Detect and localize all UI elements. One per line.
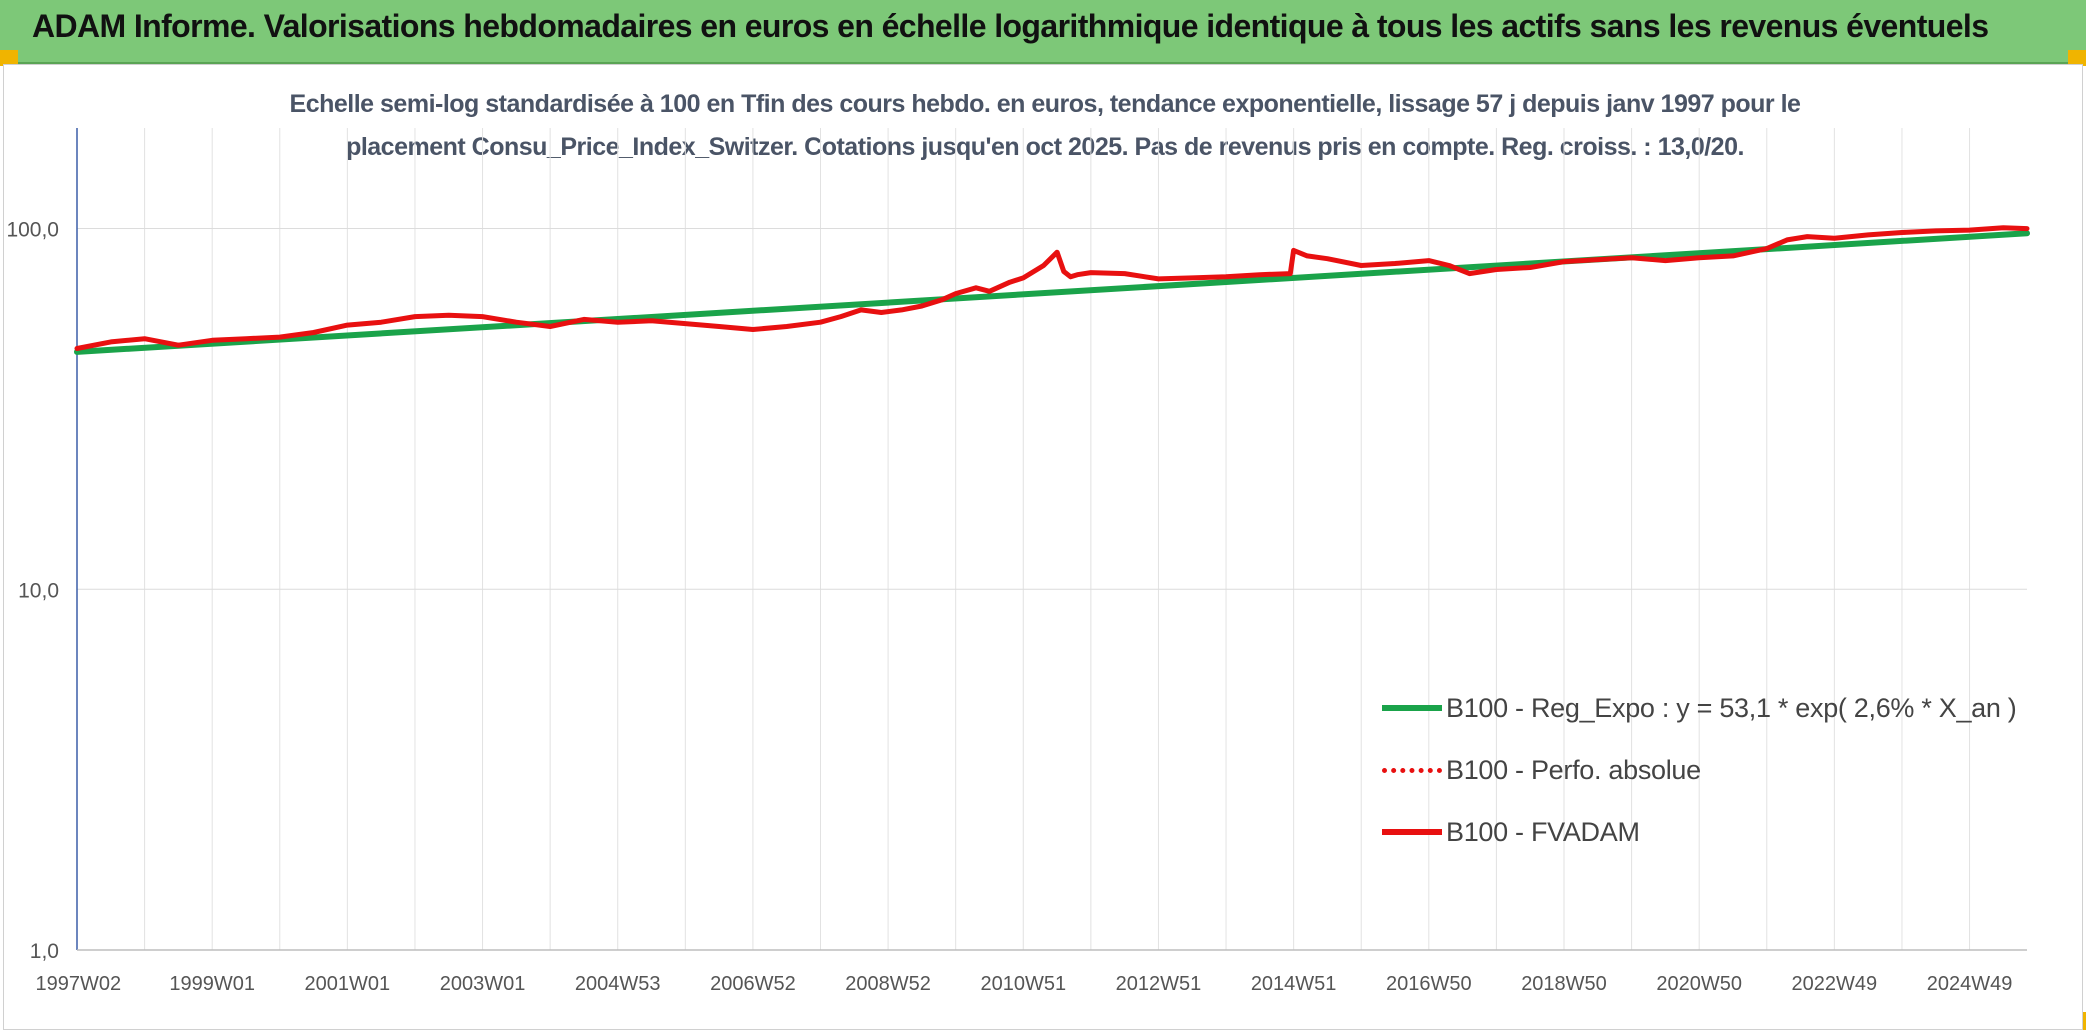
legend-label-perfo: B100 - Perfo. absolue [1446, 754, 1701, 785]
y-tick-label: 10,0 [18, 579, 59, 602]
x-tick-label: 2016W50 [1386, 973, 1472, 995]
x-tick-label: 2001W01 [305, 973, 391, 995]
report-title: ADAM Informe. Valorisations hebdomadaire… [32, 8, 1989, 44]
x-tick-label: 2003W01 [440, 973, 526, 995]
x-tick-label: 2018W50 [1521, 973, 1607, 995]
x-tick-labels: 1997W02 1999W01 2001W01 2003W01 2004W53 2006W… [36, 973, 2013, 995]
legend-item-perfo: B100 - Perfo. absolue [1382, 750, 1701, 790]
chart-series [74, 225, 2030, 355]
corner-marker-top-right [2068, 50, 2086, 66]
series-line-trend [74, 230, 2030, 355]
x-tick-label: 1999W01 [169, 973, 255, 995]
y-tick-labels: 1,0 10,0 100,0 [6, 219, 59, 963]
x-tick-label: 2012W51 [1116, 973, 1202, 995]
chart-panel [3, 64, 2083, 1030]
legend-item-trend: B100 - Reg_Expo : y = 53,1 * exp( 2,6% *… [1382, 688, 2017, 728]
x-tick-label: 1997W02 [36, 973, 122, 995]
legend-item-fvadam: B100 - FVADAM [1382, 812, 1640, 852]
chart-grid [76, 128, 2027, 951]
legend-swatch-perfo [1382, 767, 1442, 773]
chart-subtitle-line2: placement Consu_Price_Index_Switzer. Cot… [346, 133, 1744, 161]
legend-label-trend: B100 - Reg_Expo : y = 53,1 * exp( 2,6% *… [1446, 692, 2017, 723]
x-tick-label: 2024W49 [1927, 973, 2013, 995]
chart-subtitle-line1: Echelle semi-log standardisée à 100 en T… [289, 90, 1801, 118]
chart-axes [76, 128, 2027, 951]
y-tick-label: 100,0 [6, 219, 59, 242]
y-tick-label: 1,0 [30, 940, 59, 963]
x-tick-label: 2004W53 [575, 973, 661, 995]
x-tick-label: 2020W50 [1656, 973, 1742, 995]
corner-marker-top-left [0, 50, 18, 66]
x-tick-label: 2008W52 [845, 973, 931, 995]
chart-legend: B100 - Reg_Expo : y = 53,1 * exp( 2,6% *… [1382, 688, 2017, 868]
x-tick-label: 2014W51 [1251, 973, 1337, 995]
legend-label-fvadam: B100 - FVADAM [1446, 816, 1640, 847]
report-header: ADAM Informe. Valorisations hebdomadaire… [0, 0, 2086, 64]
legend-swatch-trend [1382, 705, 1442, 711]
legend-swatch-fvadam [1382, 829, 1442, 835]
x-tick-label: 2006W52 [710, 973, 796, 995]
x-tick-label: 2010W51 [980, 973, 1066, 995]
series-line-fvadam [74, 225, 2030, 351]
x-tick-label: 2022W49 [1792, 973, 1878, 995]
